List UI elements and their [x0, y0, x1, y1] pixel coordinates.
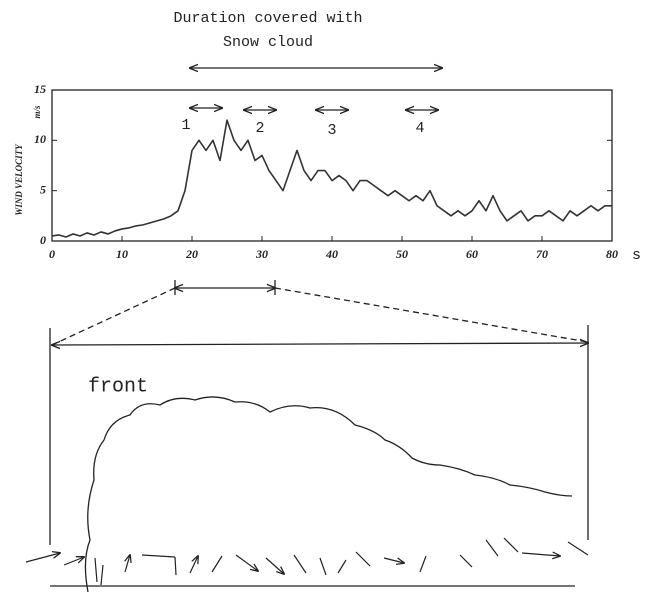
x-tick-label: 70 [536, 247, 548, 261]
x-tick-label: 10 [116, 247, 128, 261]
period-label: 3 [327, 122, 336, 139]
y-tick-label: 10 [34, 132, 46, 146]
y-axis-unit: m/s [32, 105, 42, 119]
x-tick-label: 60 [466, 247, 478, 261]
period-arrows [190, 108, 438, 110]
period-label: 4 [415, 120, 424, 137]
y-tick-label: 5 [40, 182, 46, 196]
x-tick-label: 40 [325, 247, 338, 261]
diagram [25, 280, 588, 593]
x-tick-label: 20 [185, 247, 198, 261]
x-tick-label: 0 [49, 247, 55, 261]
x-tick-label: 30 [255, 247, 268, 261]
y-tick-label: 15 [34, 82, 46, 96]
y-axis-label: WIND VELOCITY [14, 143, 24, 216]
plot-frame [51, 89, 613, 242]
x-unit: s [632, 247, 641, 264]
title-line: Duration covered with [173, 10, 362, 27]
title-line: Snow cloud [223, 34, 313, 51]
period-label: 1 [181, 117, 190, 134]
x-tick-label: 50 [396, 247, 408, 261]
y-tick-label: 0 [40, 233, 46, 247]
x-tick-label: 80 [606, 247, 618, 261]
period-label: 2 [255, 120, 264, 137]
data-line [51, 119, 612, 238]
plot: 0 10 20 30 40 50 60 70 80 s 0 5 10 15 WIND VELOCITY m/s… [14, 82, 641, 264]
diagram-label: front [88, 375, 148, 398]
